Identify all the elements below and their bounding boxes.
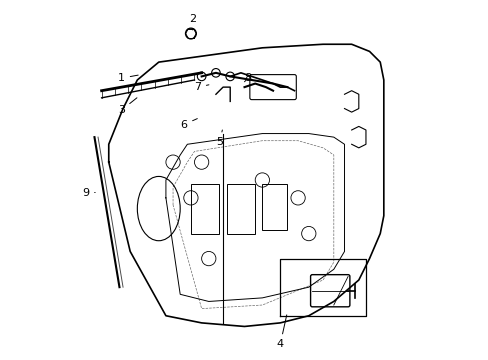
Text: 7: 7 xyxy=(193,82,208,92)
Bar xyxy=(190,184,219,234)
Text: 5: 5 xyxy=(216,130,223,148)
Bar xyxy=(262,184,287,230)
Text: 9: 9 xyxy=(82,188,95,198)
Text: 1: 1 xyxy=(118,73,138,83)
Text: 4: 4 xyxy=(276,315,286,349)
Text: 2: 2 xyxy=(189,14,196,30)
Bar xyxy=(226,184,255,234)
Text: 3: 3 xyxy=(118,98,137,115)
Text: 8: 8 xyxy=(244,73,251,83)
Text: 6: 6 xyxy=(180,118,197,130)
